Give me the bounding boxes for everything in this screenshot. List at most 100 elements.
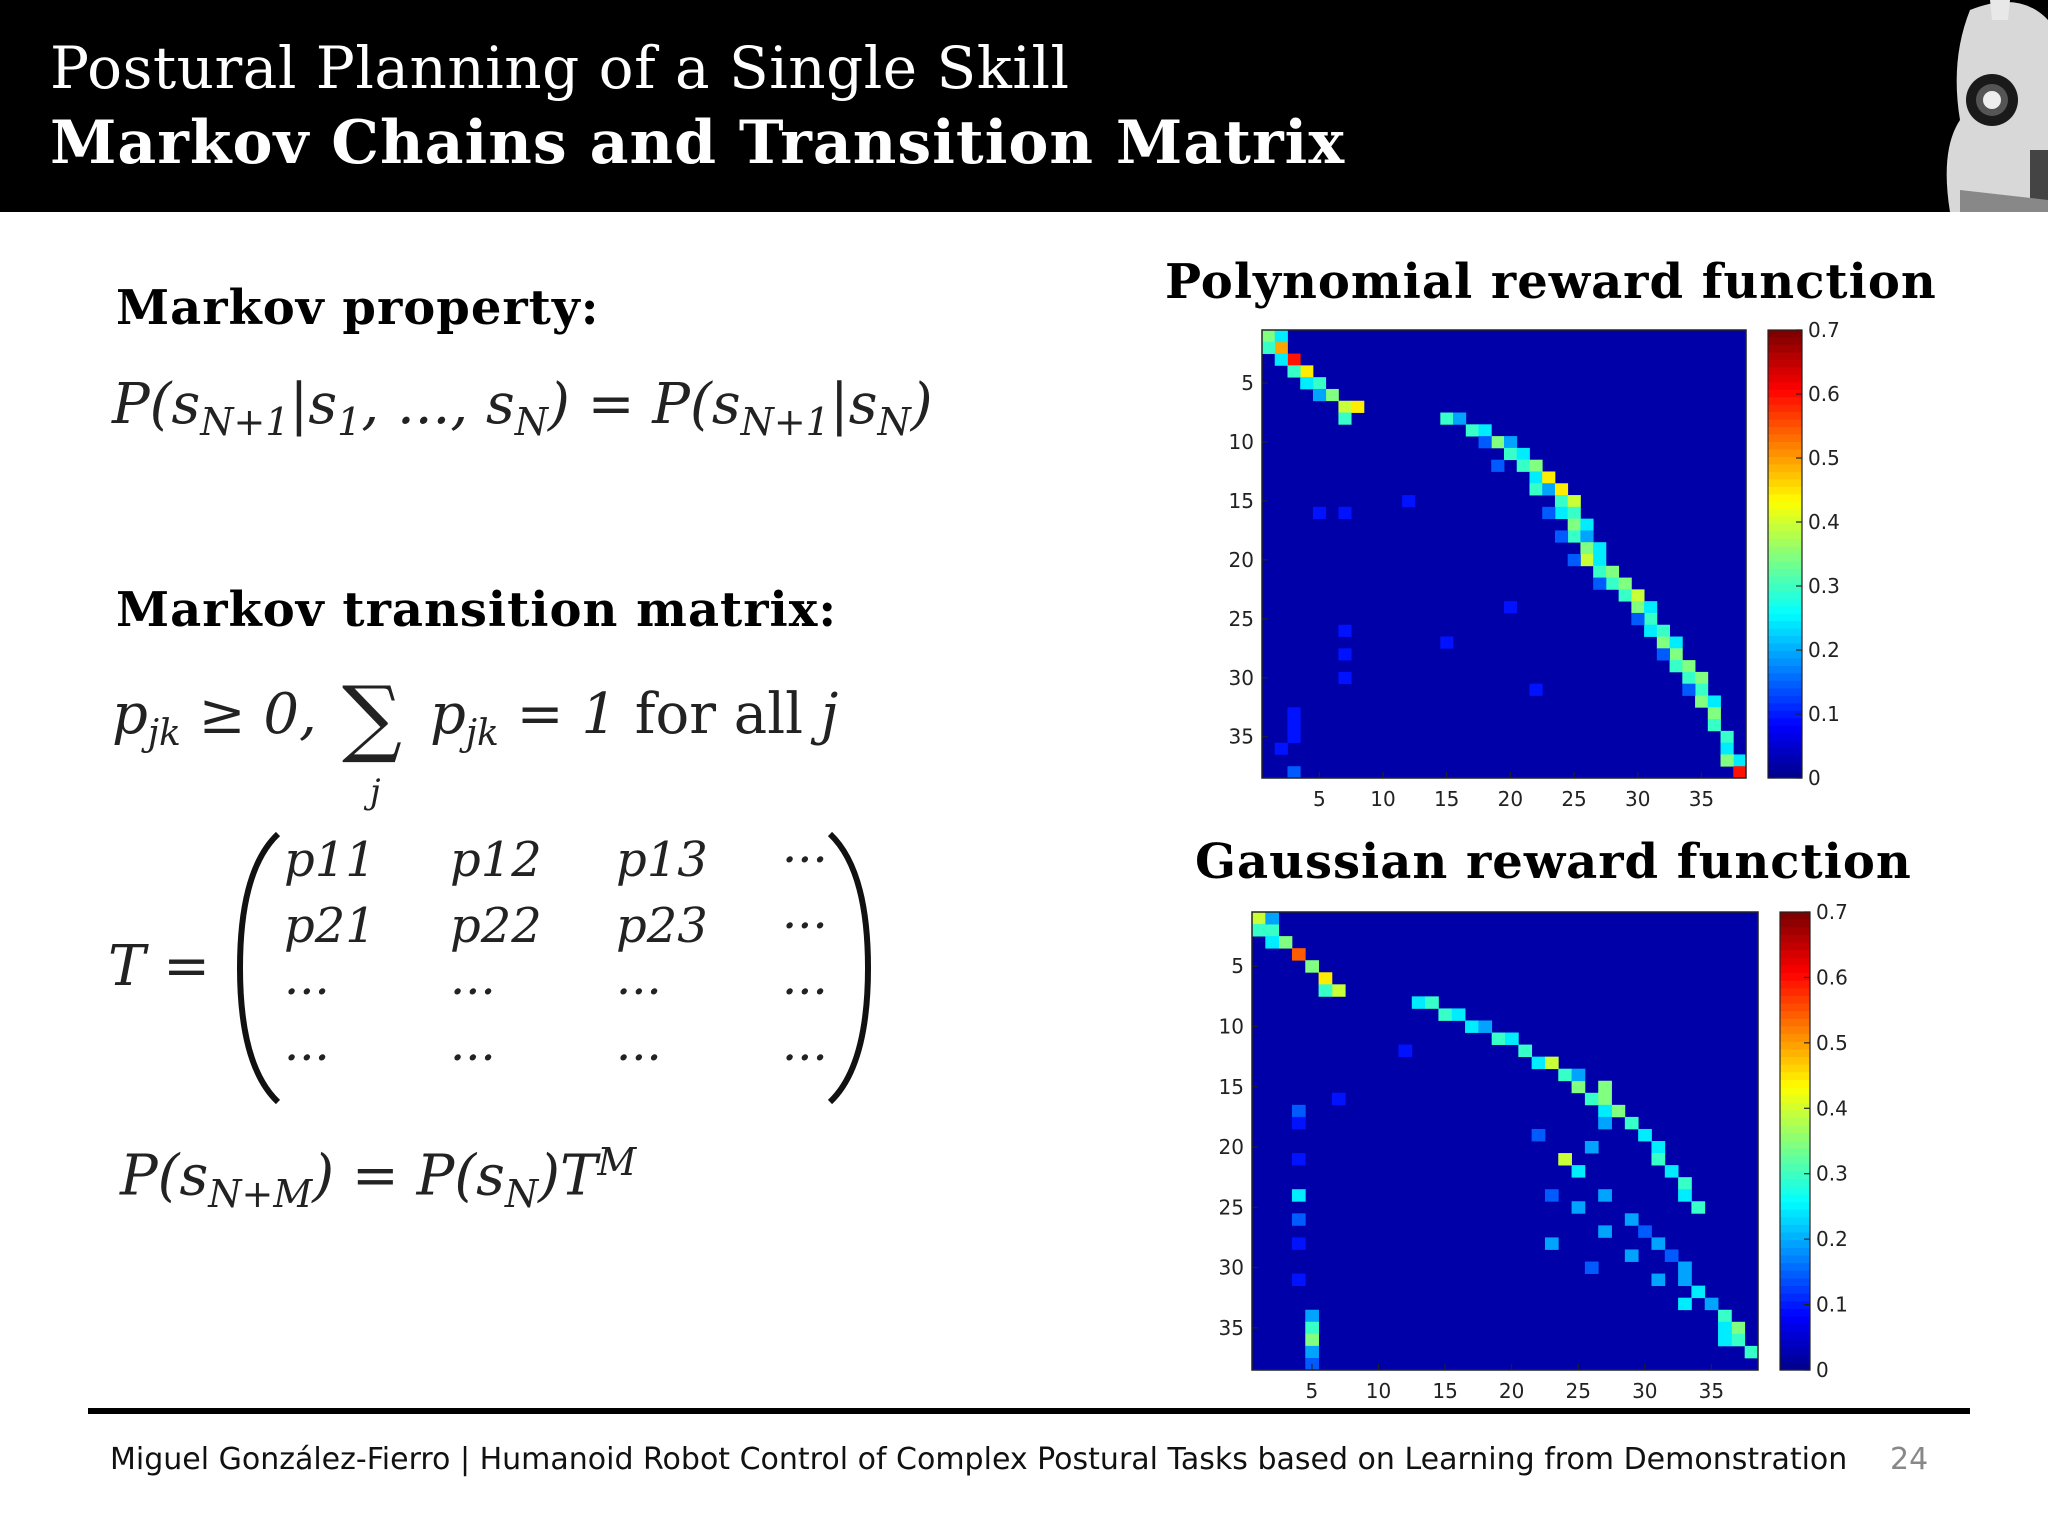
heatmap-cell [1331, 984, 1346, 997]
colorbar-segment [1768, 740, 1802, 749]
colorbar-segment [1768, 374, 1802, 383]
x-tick-label: 30 [1625, 787, 1650, 811]
colorbar-segment [1768, 606, 1802, 615]
matrix-cell: ··· [616, 1030, 662, 1086]
colorbar-segment [1780, 1163, 1810, 1173]
heatmap-cell [1618, 577, 1632, 590]
colorbar-segment [1768, 397, 1802, 406]
heatmap-cell [1593, 554, 1607, 567]
heatmap-cell [1338, 671, 1352, 685]
heatmap-cell [1695, 683, 1709, 696]
heatmap-cell [1305, 960, 1319, 973]
heatmap-cell [1291, 1189, 1306, 1202]
heatmap-cell [1733, 766, 1747, 779]
colorbar-frame [1767, 329, 1803, 779]
colorbar-segment [1768, 636, 1802, 645]
colorbar-frame [1779, 911, 1811, 1371]
slide-header: Postural Planning of a Single Skill Mark… [0, 0, 2048, 212]
heatmap-cell [1291, 948, 1306, 961]
heatmap-cell [1678, 1261, 1692, 1274]
heatmap-cell [1718, 1333, 1732, 1347]
heatmap-cell [1598, 1092, 1612, 1106]
constraint-equation: pjk ≥ 0, ∑ j pjk = 1 for all j [112, 668, 839, 812]
colorbar-segment [1780, 1270, 1810, 1279]
colorbar-segment [1768, 673, 1802, 682]
matrix-cell: p22 [450, 898, 542, 954]
heatmap-cell [1453, 412, 1467, 425]
footer-divider [88, 1408, 1970, 1414]
colorbar-segment [1780, 1316, 1810, 1325]
colorbar-segment [1780, 1286, 1810, 1295]
y-tick-label: 35 [1229, 725, 1254, 749]
heatmap-cell [1351, 400, 1365, 413]
colorbar-segment [1780, 980, 1810, 989]
y-tick-label: 5 [1231, 954, 1244, 978]
matrix-cell: ··· [782, 1030, 828, 1086]
heatmap-cell [1529, 683, 1543, 696]
colorbar-tick-label: 0.2 [1808, 638, 1840, 662]
heatmap-cell [1644, 624, 1658, 637]
colorbar-segment [1768, 561, 1802, 570]
x-tick-label: 10 [1366, 1379, 1391, 1403]
colorbar-segment [1768, 509, 1802, 518]
colorbar-segment [1768, 412, 1802, 421]
heatmap-cell [1544, 1056, 1559, 1070]
heatmap-cell [1631, 612, 1645, 626]
x-tick-label: 35 [1689, 787, 1714, 811]
left-paren [236, 831, 281, 1105]
heatmap-cell [1287, 766, 1301, 779]
colorbar-segment [1768, 494, 1802, 503]
heatmap-cell [1718, 1309, 1732, 1323]
heatmap-cell [1567, 554, 1581, 567]
heatmap-cell [1695, 671, 1709, 685]
heatmap-cell [1252, 924, 1266, 937]
heatmap-cell [1274, 341, 1288, 354]
colorbar-segment [1768, 643, 1802, 652]
colorbar-segment [1780, 934, 1810, 944]
colorbar-segment [1768, 337, 1802, 346]
y-tick-label: 5 [1241, 371, 1254, 395]
x-tick-label: 25 [1561, 787, 1586, 811]
heatmap-cell [1580, 542, 1594, 555]
colorbar-segment [1780, 1308, 1810, 1318]
heatmap-cell [1669, 660, 1683, 673]
heatmap-cell [1567, 495, 1581, 508]
colorbar-segment [1768, 628, 1802, 637]
x-tick-label: 15 [1434, 787, 1459, 811]
heatmap-cell [1664, 1165, 1679, 1178]
transition-matrix-heading: Markov transition matrix: [116, 582, 838, 638]
colorbar-tick-label: 0.4 [1816, 1096, 1848, 1120]
colorbar-segment [1768, 598, 1802, 607]
x-tick-label: 20 [1498, 787, 1523, 811]
heatmap-cell [1325, 388, 1339, 402]
heatmap-cell [1274, 330, 1288, 343]
colorbar-segment [1780, 1362, 1810, 1371]
heatmap-cell [1504, 447, 1518, 461]
heatmap-cell [1265, 912, 1280, 925]
colorbar-segment [1780, 1339, 1810, 1348]
heatmap-cell [1554, 530, 1569, 543]
heatmap-cell [1584, 1141, 1599, 1154]
right-paren [827, 831, 872, 1105]
colorbar-segment [1768, 359, 1802, 368]
colorbar-segment [1780, 919, 1810, 928]
heatmap-cell [1638, 1128, 1652, 1142]
heatmap-cell [1287, 707, 1301, 720]
colorbar-tick-label: 0.7 [1816, 900, 1848, 924]
slide-subtitle: Markov Chains and Transition Matrix [50, 108, 1346, 178]
colorbar-segment [1768, 352, 1802, 361]
heatmap-cell [1262, 341, 1276, 354]
heatmap-frame [1251, 911, 1759, 1371]
heatmap-cell [1542, 506, 1556, 520]
heatmap-cell [1516, 459, 1530, 472]
heatmap-cell [1605, 565, 1620, 578]
colorbar-segment [1780, 1011, 1810, 1020]
colorbar-segment [1780, 1095, 1810, 1104]
heatmap-cell [1571, 1068, 1586, 1082]
heatmap-cell [1491, 1032, 1506, 1045]
heatmap-cell [1598, 1225, 1612, 1238]
colorbar-segment [1780, 1217, 1810, 1226]
heatmap-cell [1504, 601, 1518, 614]
colorbar-segment [1768, 479, 1802, 488]
colorbar-segment [1768, 442, 1802, 451]
